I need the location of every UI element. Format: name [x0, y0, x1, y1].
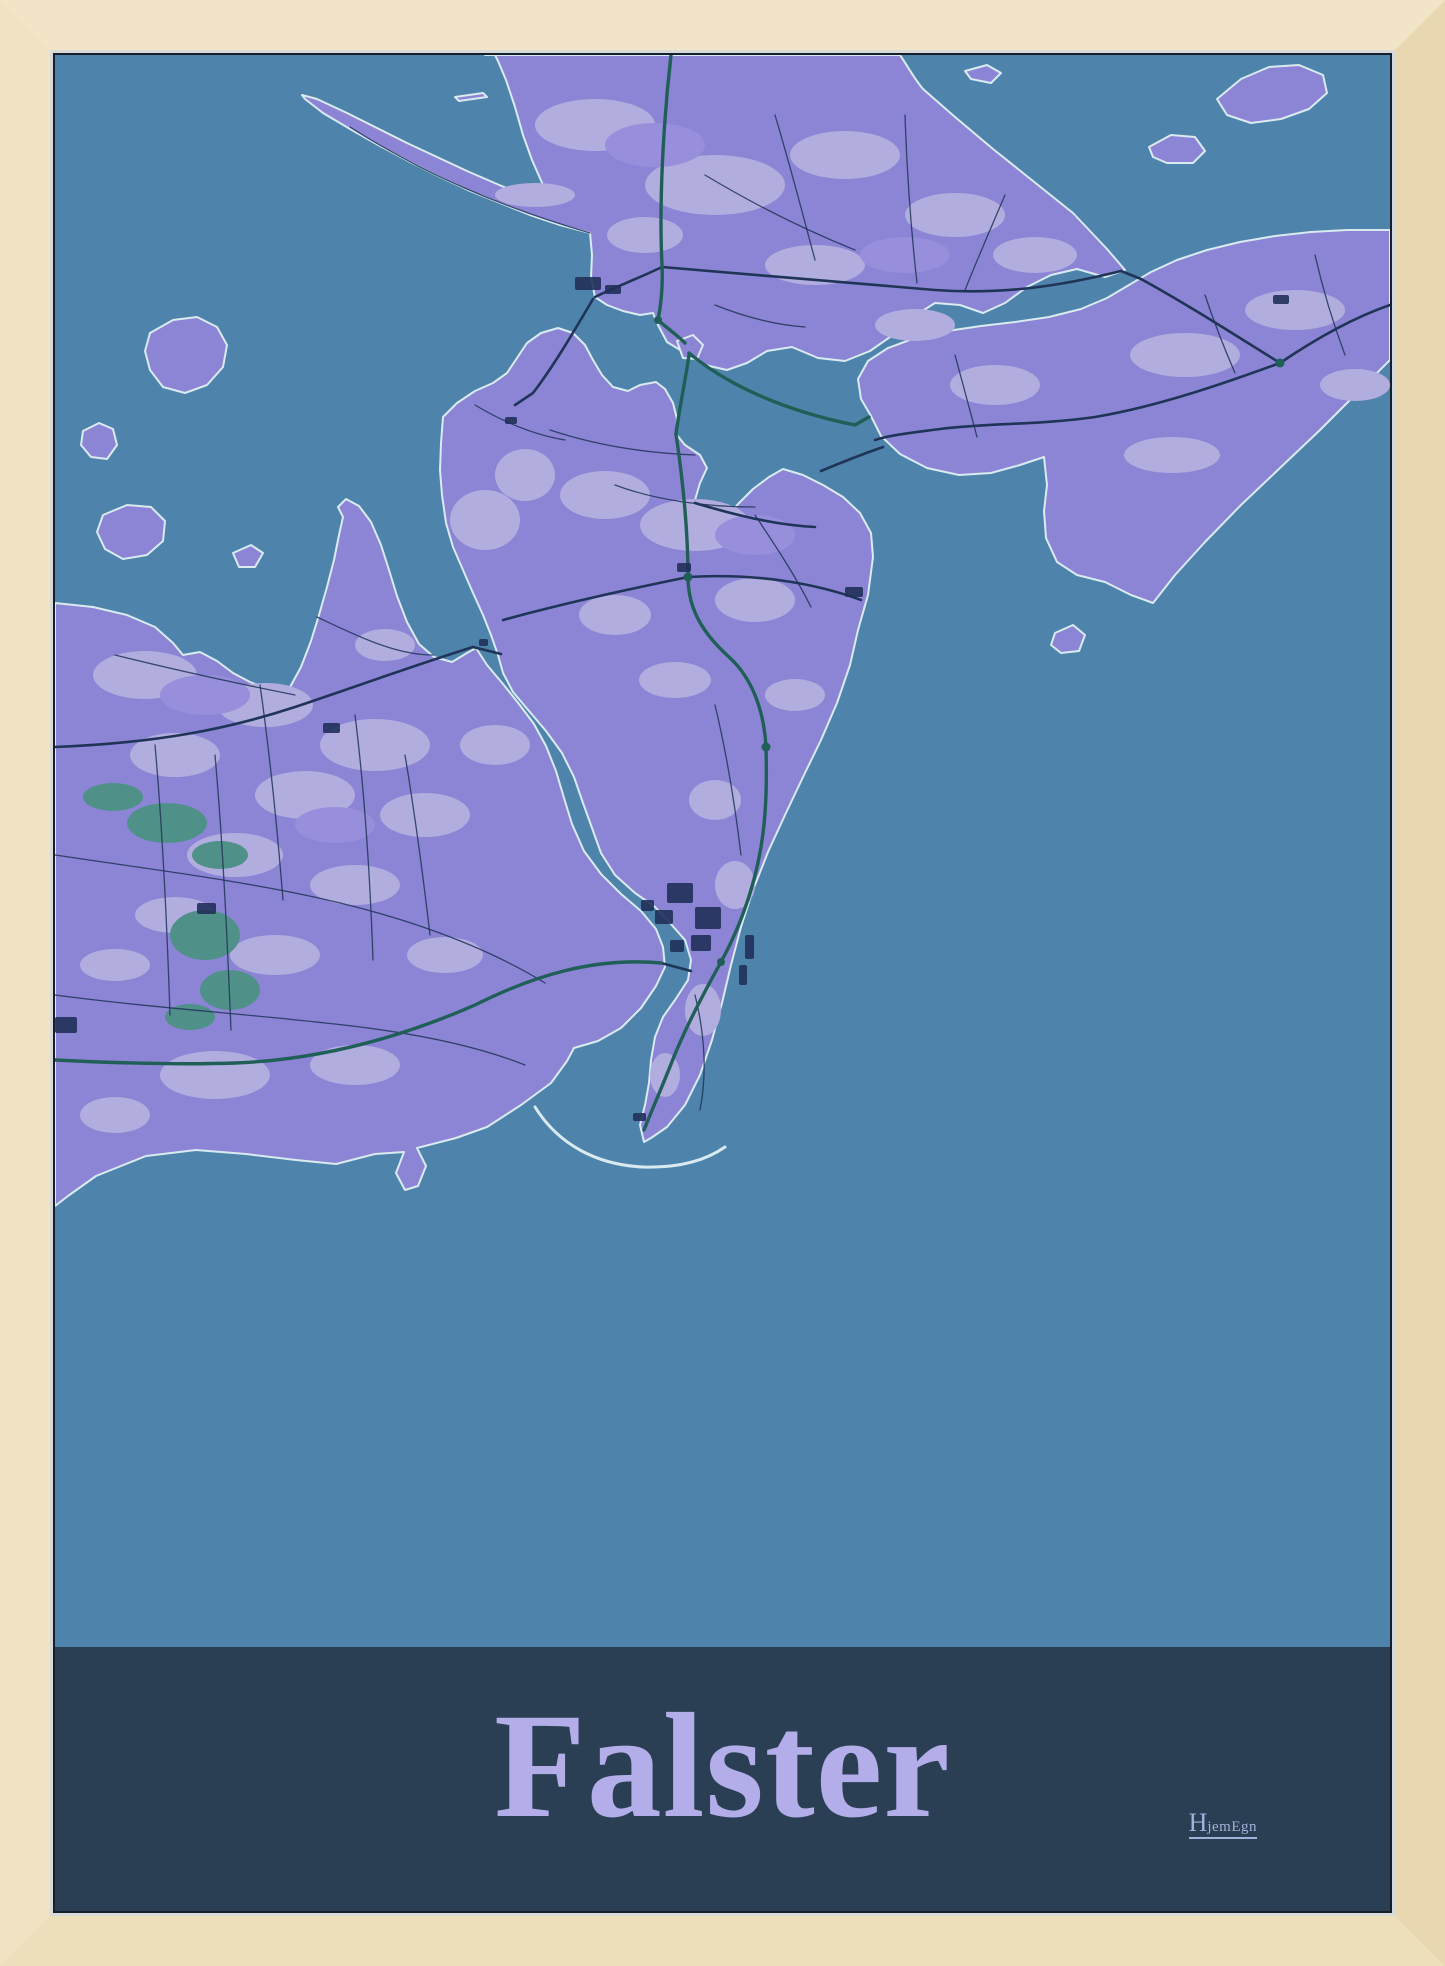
footer-band: Falster HjemEgn — [55, 1647, 1390, 1911]
minor-roads — [55, 114, 1346, 1111]
gedser-sand-spit — [533, 1105, 727, 1169]
brand-initial: H — [1188, 1808, 1208, 1837]
island — [80, 422, 118, 460]
poster-title: Falster — [494, 1683, 951, 1849]
island — [454, 92, 488, 102]
landmass-mon — [857, 229, 1390, 604]
map-poster: Falster HjemEgn — [55, 55, 1390, 1911]
island — [232, 544, 264, 568]
falster-map-graphic — [55, 55, 1390, 1647]
island — [1148, 134, 1206, 164]
primary-roads — [55, 265, 1390, 973]
brand-rest: jemEgn — [1207, 1819, 1257, 1835]
brand-logo: HjemEgn — [1188, 1808, 1257, 1839]
island — [1050, 624, 1086, 654]
island — [1216, 64, 1328, 124]
island — [144, 316, 228, 394]
lakes — [83, 783, 260, 1030]
island — [964, 64, 1002, 84]
towns — [55, 277, 1289, 1121]
island — [96, 504, 166, 560]
motorway-e47 — [55, 55, 1285, 1132]
